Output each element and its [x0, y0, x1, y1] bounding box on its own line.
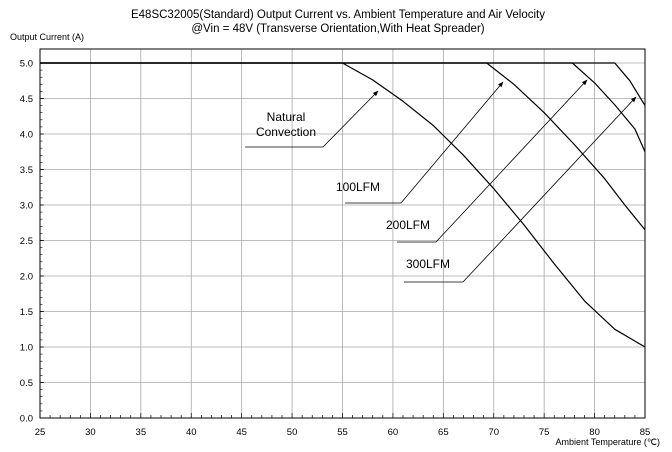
callout-arrow [400, 81, 504, 204]
series-line [40, 62, 646, 348]
x-tick-label: 35 [136, 427, 147, 438]
y-tick-label: 4.0 [20, 130, 33, 141]
x-tick-label: 80 [589, 427, 600, 438]
y-tick-label: 4.5 [20, 94, 33, 105]
x-tick-label: 75 [539, 427, 550, 438]
series-label: 100LFM [336, 180, 380, 194]
x-tick-label: 65 [438, 427, 449, 438]
series-line [40, 62, 646, 231]
x-axis-label: Ambient Temperature (℃) [556, 437, 660, 447]
x-tick-label: 85 [640, 427, 651, 438]
callout-arrow [435, 79, 588, 243]
y-tick-label: 3.0 [20, 201, 33, 212]
y-tick-label: 0.5 [20, 378, 33, 389]
x-tick-label: 60 [388, 427, 399, 438]
chart-title: E48SC32005(Standard) Output Current vs. … [131, 9, 545, 21]
series-label: Convection [256, 125, 316, 139]
y-tick-label: 1.0 [20, 343, 33, 354]
y-tick-label: 0.0 [20, 414, 33, 425]
series-line [40, 62, 646, 106]
x-tick-label: 50 [287, 427, 298, 438]
series-label: 200LFM [386, 218, 430, 232]
x-tick-label: 55 [337, 427, 348, 438]
x-tick-label: 25 [35, 427, 46, 438]
y-tick-label: 5.0 [20, 59, 33, 70]
y-tick-label: 2.0 [20, 272, 33, 283]
y-tick-label: 2.5 [20, 236, 33, 247]
axis-ticks: 25 30 35 40 45 50 55 60 65 70 75 80 85 0.0 0.5 1.0 1.5 2.… [20, 59, 651, 439]
y-tick-label: 1.5 [20, 307, 33, 318]
x-tick-label: 45 [236, 427, 247, 438]
x-tick-label: 70 [488, 427, 499, 438]
y-tick-label: 3.5 [20, 165, 33, 176]
x-tick-label: 30 [85, 427, 96, 438]
chart-subtitle: @Vin = 48V (Transverse Orientation,With … [191, 23, 484, 35]
grid-lines [40, 49, 645, 418]
y-axis-label: Output Current (A) [10, 32, 84, 42]
callout-arrow [462, 96, 637, 283]
x-tick-label: 40 [186, 427, 197, 438]
callout-arrow [322, 90, 379, 148]
plot-frame [39, 48, 646, 419]
series-lines [40, 62, 646, 348]
series-label: Natural [267, 110, 306, 124]
series-label: 300LFM [406, 257, 450, 271]
